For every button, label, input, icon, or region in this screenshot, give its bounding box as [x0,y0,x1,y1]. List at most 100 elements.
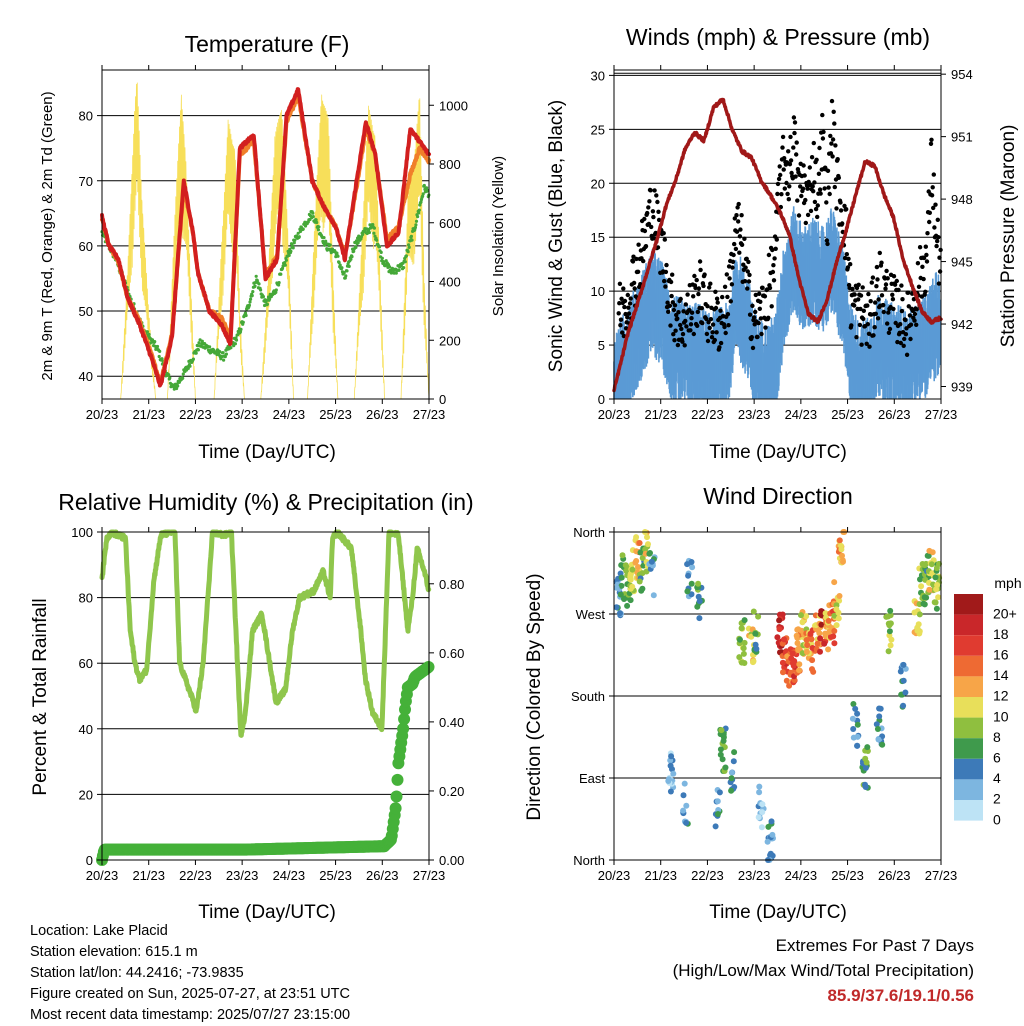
direction-point [911,609,918,616]
y-tick-label: 50 [79,304,93,319]
gust-point [813,206,819,212]
gust-point [714,296,720,301]
gust-point [737,234,743,239]
direction-point [716,789,723,796]
dewpoint-point [328,243,332,247]
gust-point [805,186,810,191]
direction-point [917,576,923,583]
gust-point [745,269,750,274]
gust-point [883,286,888,291]
direction-point [618,562,625,569]
gust-point [766,252,772,258]
x-tick-label: 22/23 [691,868,724,883]
gust-point [758,299,763,304]
gust-point [739,242,745,247]
dewpoint-point [287,253,291,257]
gust-point [911,297,917,302]
gust-point [852,292,857,297]
dewpoint-point [167,373,171,377]
direction-point [833,622,840,629]
gust-point [780,134,786,140]
direction-point [836,537,843,544]
gust-point [866,291,871,297]
gust-point [710,330,715,335]
gust-point [902,336,907,342]
gust-point [859,342,864,347]
x-tick-label: 20/23 [598,868,631,883]
gust-point [898,322,903,327]
x-tick-label: 23/23 [738,407,771,422]
direction-point [887,642,894,649]
gust-point [915,261,921,266]
colorbar-label: 16 [993,647,1009,663]
direction-point [883,613,890,620]
gust-point [654,193,659,198]
direction-point [875,736,882,743]
colorbar-label: 8 [993,729,1001,745]
gust-point [641,258,646,264]
direction-point [854,733,861,740]
direction-point [618,574,625,581]
gust-point [868,299,873,304]
direction-point [695,580,702,587]
x-tick-label: 25/23 [831,407,864,422]
gust-point [845,265,851,270]
gust-point [832,121,837,126]
direction-point [825,617,832,624]
gust-point [931,172,936,177]
gust-point [865,303,870,308]
gust-point [747,312,753,317]
direction-point [918,583,925,590]
y-axis-label: 2m & 9m T (Red, Orange) & 2m Td (Green) [39,91,56,380]
direction-point [769,831,776,838]
gust-point [622,298,628,304]
gust-point [891,306,896,312]
y-tick-label: 70 [79,174,93,189]
gust-point [706,320,711,325]
gust-point [662,237,667,242]
gust-point [668,279,674,285]
gust-point [763,325,768,330]
direction-point [688,580,695,587]
direction-point [935,594,942,601]
gust-point [937,269,943,274]
gust-point [769,304,774,309]
gust-point [694,277,699,283]
dewpoint-point [404,254,408,258]
gust-point [679,326,684,332]
gust-point [731,252,736,258]
y-tick-label: 40 [79,369,93,384]
humidity-precip-panel: Relative Humidity (%) & Precipitation (i… [30,489,474,923]
gust-point [796,213,802,218]
colorbar-swatch [954,676,983,697]
direction-point [825,646,832,653]
y-tick-label: 60 [79,239,93,254]
direction-point [831,640,838,647]
direction-point [728,775,735,782]
dewpoint-point [311,211,315,215]
gust-point [618,317,624,322]
dewpoint-point [361,232,365,236]
direction-point [850,701,857,707]
y-axis-label: Sonic Wind & Gust (Blue, Black) [546,100,567,372]
gust-point [903,332,909,337]
gust-point [753,309,758,315]
direction-point [767,850,774,857]
gust-point [734,229,740,234]
gust-point [936,235,941,240]
gust-point [725,312,731,317]
dewpoint-point [186,366,190,370]
dewpoint-point [221,351,225,355]
dewpoint-point [175,386,179,391]
y-tick-label: North [573,525,605,540]
x-tick-label: 23/23 [226,868,259,883]
recent-data-text: Most recent data timestamp: 2025/07/27 2… [30,1007,351,1023]
dewpoint-point [345,269,349,273]
y-tick-label: South [571,689,605,704]
colorbar-swatch [954,594,983,615]
gust-point [678,296,683,302]
gust-point [846,256,851,261]
direction-point [776,617,783,624]
dewpoint-point [259,288,263,292]
y-tick-label: 20 [79,787,93,802]
